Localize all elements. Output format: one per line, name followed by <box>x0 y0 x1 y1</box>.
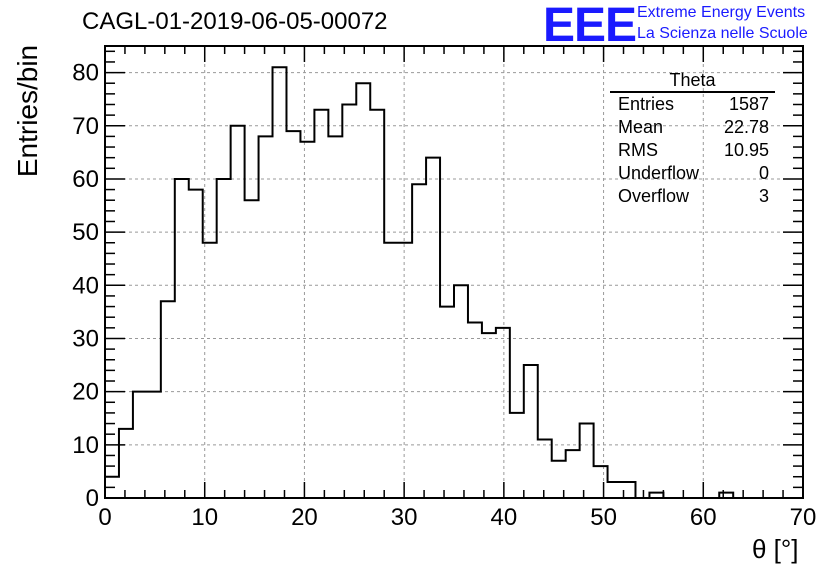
x-tick-label: 70 <box>790 504 817 531</box>
stats-value: 1587 <box>728 94 769 114</box>
stats-title: Theta <box>610 70 775 93</box>
stats-label: Underflow <box>618 163 700 183</box>
y-tick-labels: 0 10 20 30 40 50 60 70 80 <box>72 60 99 512</box>
plot-frame <box>104 45 804 499</box>
y-tick-label: 0 <box>86 485 99 512</box>
x-tick-labels: 0 10 20 30 40 50 60 70 <box>98 504 816 531</box>
y-tick-label: 20 <box>72 379 99 406</box>
x-tick-label: 20 <box>291 504 318 531</box>
y-tick-label: 50 <box>72 219 99 246</box>
y-tick-label: 10 <box>72 432 99 459</box>
stats-row-mean: Mean 22.78 <box>610 116 775 139</box>
stats-row-overflow: Overflow 3 <box>610 185 775 208</box>
run-title: CAGL-01-2019-06-05-00072 <box>82 8 388 35</box>
x-tick-label: 30 <box>391 504 418 531</box>
x-tick-label: 60 <box>690 504 717 531</box>
stats-row-underflow: Underflow 0 <box>610 162 775 185</box>
stats-value: 3 <box>758 186 769 206</box>
stats-label: Entries <box>618 94 675 114</box>
stats-label: Overflow <box>618 186 690 206</box>
y-tick-label: 30 <box>72 325 99 352</box>
x-tick-label: 40 <box>491 504 518 531</box>
y-tick-label: 80 <box>72 60 99 87</box>
stats-row-entries: Entries 1587 <box>610 93 775 116</box>
logo-line-2: La Scienza nelle Scuole <box>637 25 808 42</box>
y-axis-label: Entries/bin <box>12 44 43 178</box>
stats-label: Mean <box>618 117 664 137</box>
logo-line-1: Extreme Energy Events <box>637 4 806 21</box>
eee-logo: EEE <box>543 0 637 52</box>
y-tick-label: 70 <box>72 113 99 140</box>
x-tick-label: 50 <box>590 504 617 531</box>
y-tick-label: 40 <box>72 272 99 299</box>
stats-row-rms: RMS 10.95 <box>610 139 775 162</box>
stats-label: RMS <box>618 140 658 160</box>
x-axis-label: θ [°] <box>752 534 799 564</box>
x-tick-label: 0 <box>98 504 111 531</box>
axis-ticks <box>104 46 804 499</box>
x-tick-label: 10 <box>191 504 218 531</box>
stats-value: 22.78 <box>723 117 769 137</box>
stats-value: 10.95 <box>723 140 769 160</box>
stats-value: 0 <box>758 163 769 183</box>
stats-box: Theta Entries 1587 Mean 22.78 RMS 10.95 … <box>610 70 775 208</box>
y-tick-label: 60 <box>72 166 99 193</box>
